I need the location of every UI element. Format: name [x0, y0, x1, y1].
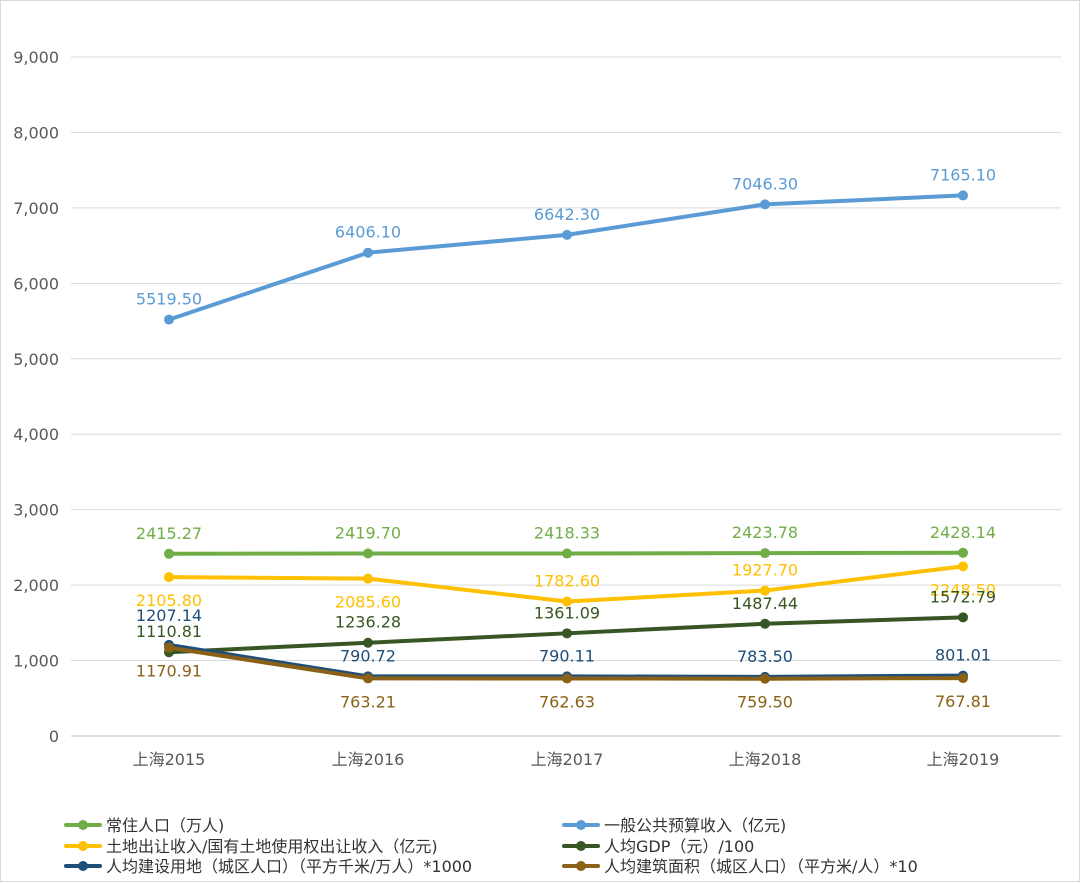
data-label: 759.50: [737, 693, 793, 712]
data-label: 7165.10: [930, 165, 996, 184]
data-point: [958, 673, 968, 684]
data-label: 1170.91: [136, 662, 202, 681]
data-point: [164, 548, 174, 559]
data-label: 1487.44: [732, 594, 798, 613]
data-label: 1572.79: [930, 587, 996, 606]
data-label: 1207.14: [136, 606, 202, 625]
data-label: 7046.30: [732, 174, 798, 193]
data-point: [958, 612, 968, 623]
data-point: [760, 618, 770, 629]
data-point: [363, 548, 373, 559]
x-tick-label: 上海2018: [729, 750, 802, 769]
data-label: 2423.78: [732, 523, 798, 542]
y-tick-label: 8,000: [13, 123, 59, 142]
legend-marker: [78, 820, 88, 830]
data-point: [562, 596, 572, 607]
y-tick-label: 0: [49, 727, 59, 746]
data-point: [958, 561, 968, 572]
legend-label: 常住人口（万人): [106, 816, 224, 835]
data-point: [958, 547, 968, 558]
data-label: 762.63: [539, 692, 595, 711]
data-label: 2248.50: [930, 580, 996, 599]
data-label: 2085.60: [335, 593, 401, 612]
data-label: 2418.33: [534, 524, 600, 543]
legend-marker: [78, 841, 88, 851]
data-label: 790.11: [539, 646, 595, 665]
data-point: [363, 637, 373, 648]
y-tick-label: 2,000: [13, 576, 59, 595]
data-label: 6406.10: [335, 223, 401, 242]
data-point: [760, 585, 770, 596]
legend-label: 人均建设用地（城区人口）（平方千米/万人）*1000: [106, 857, 472, 876]
y-tick-label: 5,000: [13, 350, 59, 369]
data-point: [363, 573, 373, 584]
legend-label: 土地出让收入/国有土地使用权出让收入（亿元): [106, 837, 438, 856]
data-point: [760, 199, 770, 210]
x-tick-label: 上海2019: [927, 750, 1000, 769]
x-tick-label: 上海2017: [531, 750, 604, 769]
data-label: 767.81: [935, 692, 991, 711]
data-point: [164, 642, 174, 653]
data-point: [760, 548, 770, 559]
legend-marker: [576, 820, 586, 830]
legend-marker: [576, 861, 586, 871]
data-label: 790.72: [340, 646, 396, 665]
y-tick-label: 9,000: [13, 48, 59, 67]
y-tick-label: 6,000: [13, 274, 59, 293]
data-point: [562, 548, 572, 559]
data-label: 1927.70: [732, 561, 798, 580]
data-label: 2415.27: [136, 524, 202, 543]
data-label: 2105.80: [136, 591, 202, 610]
y-tick-label: 4,000: [13, 425, 59, 444]
data-point: [164, 314, 174, 325]
data-point: [958, 190, 968, 201]
legend-label: 一般公共预算收入（亿元): [604, 816, 786, 835]
legend-marker: [576, 841, 586, 851]
data-point: [760, 673, 770, 684]
data-point: [363, 673, 373, 684]
data-label: 6642.30: [534, 205, 600, 224]
y-tick-label: 1,000: [13, 652, 59, 671]
legend-marker: [78, 861, 88, 871]
y-tick-label: 3,000: [13, 501, 59, 520]
data-label: 1236.28: [335, 613, 401, 632]
data-label: 783.50: [737, 647, 793, 666]
data-label: 1110.81: [136, 622, 202, 641]
data-point: [562, 673, 572, 684]
data-point: [562, 229, 572, 240]
data-point: [562, 628, 572, 639]
x-tick-label: 上海2015: [133, 750, 206, 769]
data-label: 1361.09: [534, 603, 600, 622]
data-point: [363, 247, 373, 258]
data-label: 2428.14: [930, 523, 996, 542]
legend-label: 人均GDP（元）/100: [604, 837, 754, 856]
data-point: [164, 572, 174, 583]
data-label: 1782.60: [534, 572, 600, 591]
x-tick-label: 上海2016: [332, 750, 405, 769]
data-label: 801.01: [935, 646, 991, 665]
y-tick-label: 7,000: [13, 199, 59, 218]
data-label: 5519.50: [136, 290, 202, 309]
legend-label: 人均建筑面积（城区人口）（平方米/人）*10: [604, 857, 918, 876]
data-label: 2419.70: [335, 523, 401, 542]
data-label: 763.21: [340, 692, 396, 711]
